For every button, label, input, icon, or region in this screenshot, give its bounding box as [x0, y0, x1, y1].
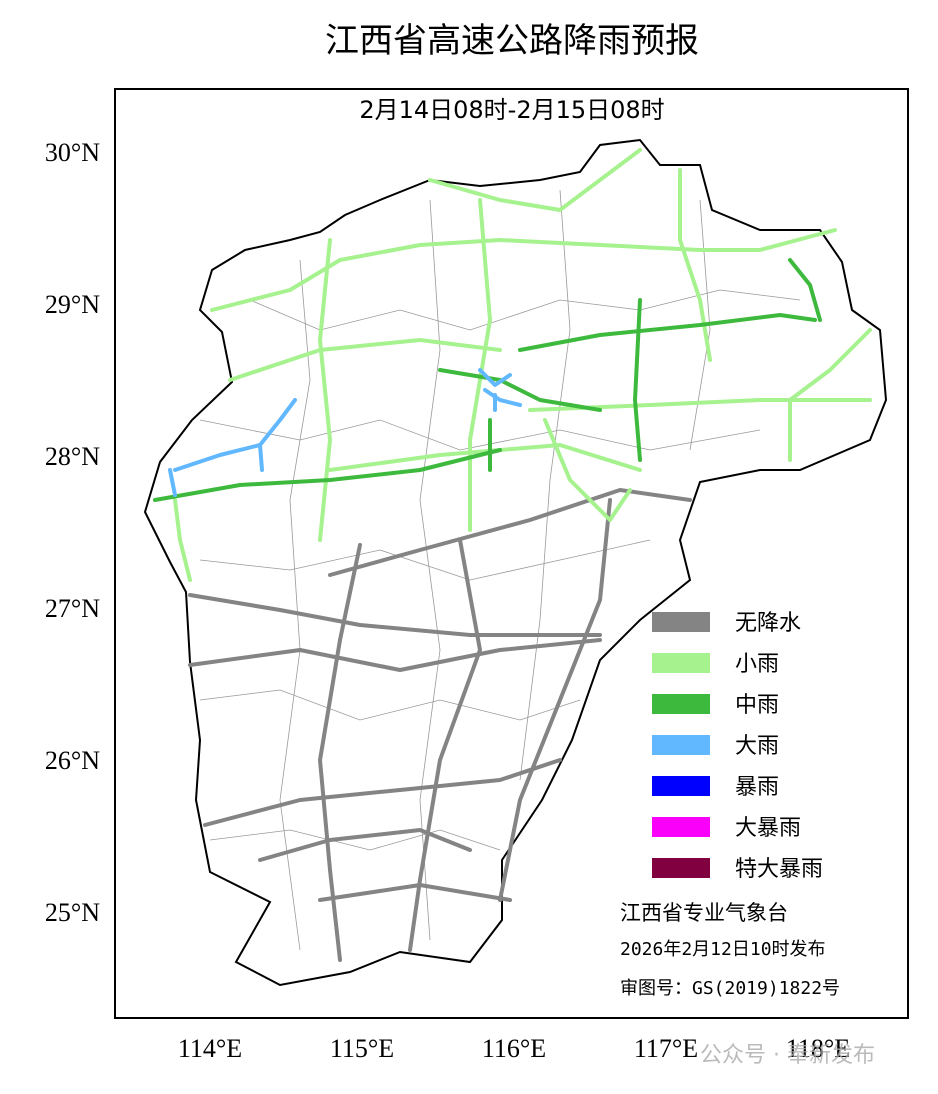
roads-heavy-rain	[168, 368, 522, 497]
lon-label: 115°E	[330, 1034, 394, 1063]
lat-label: 25°N	[45, 898, 100, 927]
legend-swatch	[652, 612, 710, 632]
lon-label: 114°E	[178, 1034, 242, 1063]
lat-label: 30°N	[45, 138, 100, 167]
lat-label: 27°N	[45, 594, 100, 623]
legend-label: 中雨	[735, 693, 779, 718]
lat-label: 29°N	[45, 290, 100, 319]
legend-swatch	[652, 858, 710, 878]
legend-swatch	[652, 653, 710, 673]
province-outline	[143, 138, 888, 987]
legend-swatch	[652, 735, 710, 755]
legend-swatch	[652, 776, 710, 796]
footer-date: 2026年2月12日10时发布	[620, 939, 826, 960]
county-borders	[199, 189, 801, 951]
subtitle: 2月14日08时-2月15日08时	[359, 96, 664, 124]
lat-label: 26°N	[45, 746, 100, 775]
legend-swatch	[652, 817, 710, 837]
map-frame	[114, 88, 909, 1019]
roads-none	[188, 488, 692, 962]
axis-labels: 30°N 29°N 28°N 27°N 26°N 25°N 114°E 115°E 116°E 1…	[45, 138, 850, 1063]
lon-label: 118°E	[786, 1034, 850, 1063]
footer-approval: 审图号：GS(2019)1822号	[620, 978, 840, 999]
title: 江西省高速公路降雨预报	[325, 21, 699, 61]
lon-label: 117°E	[634, 1034, 698, 1063]
lon-label: 116°E	[482, 1034, 546, 1063]
legend-label: 暴雨	[735, 775, 779, 800]
legend-swatch	[652, 694, 710, 714]
legend-label: 无降水	[735, 611, 801, 636]
legend-label: 大雨	[735, 734, 779, 759]
roads-moderate-rain	[153, 258, 822, 502]
legend-label: 特大暴雨	[735, 857, 823, 882]
roads-light-rain	[173, 148, 872, 582]
lat-label: 28°N	[45, 442, 100, 471]
legend-label: 大暴雨	[735, 816, 801, 841]
footer-agency: 江西省专业气象台	[620, 901, 788, 925]
legend-label: 小雨	[735, 652, 779, 677]
watermark: 公众号 · 奉新发布	[700, 1043, 875, 1068]
